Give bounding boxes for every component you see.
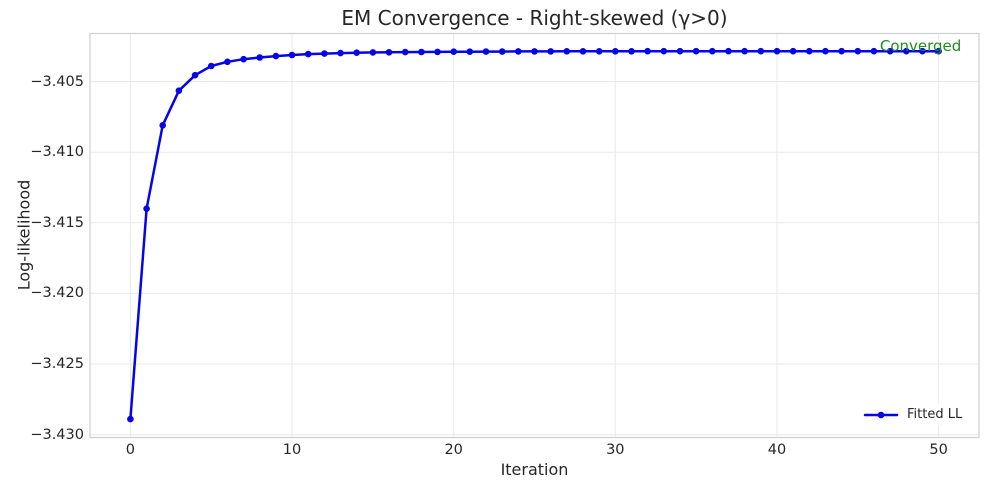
data-point-marker [175,87,183,94]
converged-annotation: Converged [879,37,962,56]
x-tick-label: 20 [444,442,463,458]
data-point-marker [870,47,878,55]
data-point-marker [741,47,748,55]
data-point-marker [531,48,538,55]
data-point-marker [628,48,635,55]
data-point-marker [450,48,458,55]
data-point-marker [676,47,684,55]
y-tick-label: −3.405 [30,73,84,90]
data-point-marker [127,415,134,423]
x-tick-label: 40 [767,442,787,458]
y-tick-label: −3.410 [30,144,84,161]
legend-label-fitted-ll: Fitted LL [907,407,963,422]
y-tick-label: −3.415 [30,214,84,231]
x-tick-label: 10 [282,442,302,458]
x-tick-label: 0 [125,442,135,458]
data-point-marker [644,47,651,55]
data-point-marker [401,48,409,56]
data-point-marker [773,47,781,55]
data-point-marker [321,50,328,57]
data-point-marker [660,47,668,55]
chart-title: EM Convergence - Right-skewed (γ>0) [341,6,728,30]
y-tick-label: −3.430 [30,426,84,443]
data-point-marker [806,47,813,55]
data-point-marker [224,58,231,66]
data-point-marker [903,47,910,55]
data-point-marker [709,47,716,55]
data-point-marker [240,55,247,63]
x-tick-label: 30 [606,442,625,458]
data-point-marker [579,48,587,55]
data-point-marker [337,49,344,57]
data-point-marker [547,48,554,55]
legend-line-marker-icon [863,411,899,418]
data-point-marker [482,48,490,55]
data-point-marker [563,48,571,55]
data-point-marker [272,52,280,60]
data-point-marker [725,47,732,55]
data-point-marker [143,205,150,212]
data-point-marker [935,47,942,55]
data-point-marker [612,48,619,55]
data-point-marker [256,54,264,61]
data-point-marker [191,71,199,79]
data-point-marker [886,47,894,55]
y-tick-label: −3.420 [30,285,84,302]
data-point-marker [919,47,926,55]
data-point-marker [854,47,862,55]
data-point-marker [353,49,361,56]
data-point-marker [822,47,829,55]
plot-border [89,32,980,439]
data-point-marker [838,47,845,55]
data-point-marker [466,48,474,55]
data-point-marker [304,50,312,58]
y-tick-label: −3.425 [30,356,84,372]
data-point-marker [385,49,393,56]
legend: Fitted LL [858,404,968,425]
data-point-marker [159,122,166,129]
data-point-marker [789,47,797,55]
data-point-marker [434,48,441,56]
data-point-marker [418,48,425,56]
y-axis-label: Log-likelihood [14,179,34,291]
data-point-marker [515,48,522,55]
data-point-marker [595,48,603,55]
x-axis-label: Iteration [500,460,569,479]
data-point-marker [692,47,700,55]
data-point-marker [757,47,765,55]
data-point-marker [288,51,296,59]
x-tick-label: 50 [929,442,948,458]
data-point-marker [369,49,377,56]
data-point-marker [498,48,506,55]
data-point-marker [207,62,215,70]
